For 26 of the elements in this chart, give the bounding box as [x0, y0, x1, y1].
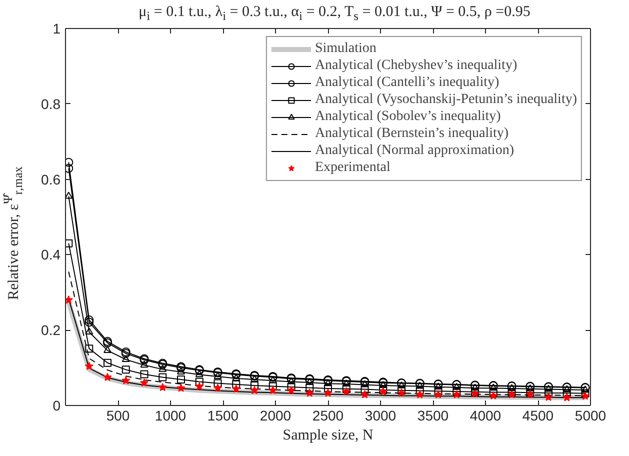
x-tick-label: 5000 — [574, 408, 606, 424]
x-tick-label: 4500 — [522, 408, 554, 424]
x-tick-label: 500 — [106, 408, 130, 424]
x-tick-label: 2000 — [260, 408, 292, 424]
x-tick-label: 4000 — [470, 408, 502, 424]
legend-label: Analytical (Sobolev’s inequality) — [314, 109, 501, 125]
y-tick-label: 0.6 — [41, 171, 61, 188]
x-tick-label: 3500 — [417, 408, 449, 424]
chart-title: μ$_{i}$ = 0.1 t.u., λ$_{i}$ = 0.3 t.u., α$_{i}$ = 0.2, T$_{s}$ = 0.01 t.u., Ψ = 0.5, ρ =0.95 — [138, 4, 530, 23]
x-axis-title: Sample size, N — [282, 428, 374, 444]
x-tick-label: 3000 — [364, 408, 396, 424]
y-tick-label: 0.4 — [41, 246, 61, 263]
legend-label: Analytical (Cantelli’s inequality) — [314, 75, 500, 91]
x-tick-label: 2500 — [312, 408, 344, 424]
legend-label: Analytical (Normal approximation) — [314, 143, 514, 159]
legend-label: Analytical (Chebyshev’s inequality) — [314, 58, 518, 74]
y-tick-label: 0.8 — [41, 96, 61, 112]
legend-label: Analytical (Vysochanskij-Petunin’s inequality) — [314, 92, 577, 108]
x-tick-label: 1000 — [154, 408, 186, 424]
legend-label: Analytical (Bernstein’s inequality) — [314, 126, 509, 142]
legend-label: Simulation — [314, 41, 376, 57]
y-tick-label: 0 — [52, 398, 61, 414]
legend-label: Experimental — [314, 160, 390, 176]
y-tick-label: 0.2 — [41, 322, 61, 338]
y-tick-label: 1 — [52, 20, 61, 36]
x-tick-label: 1500 — [207, 408, 239, 424]
